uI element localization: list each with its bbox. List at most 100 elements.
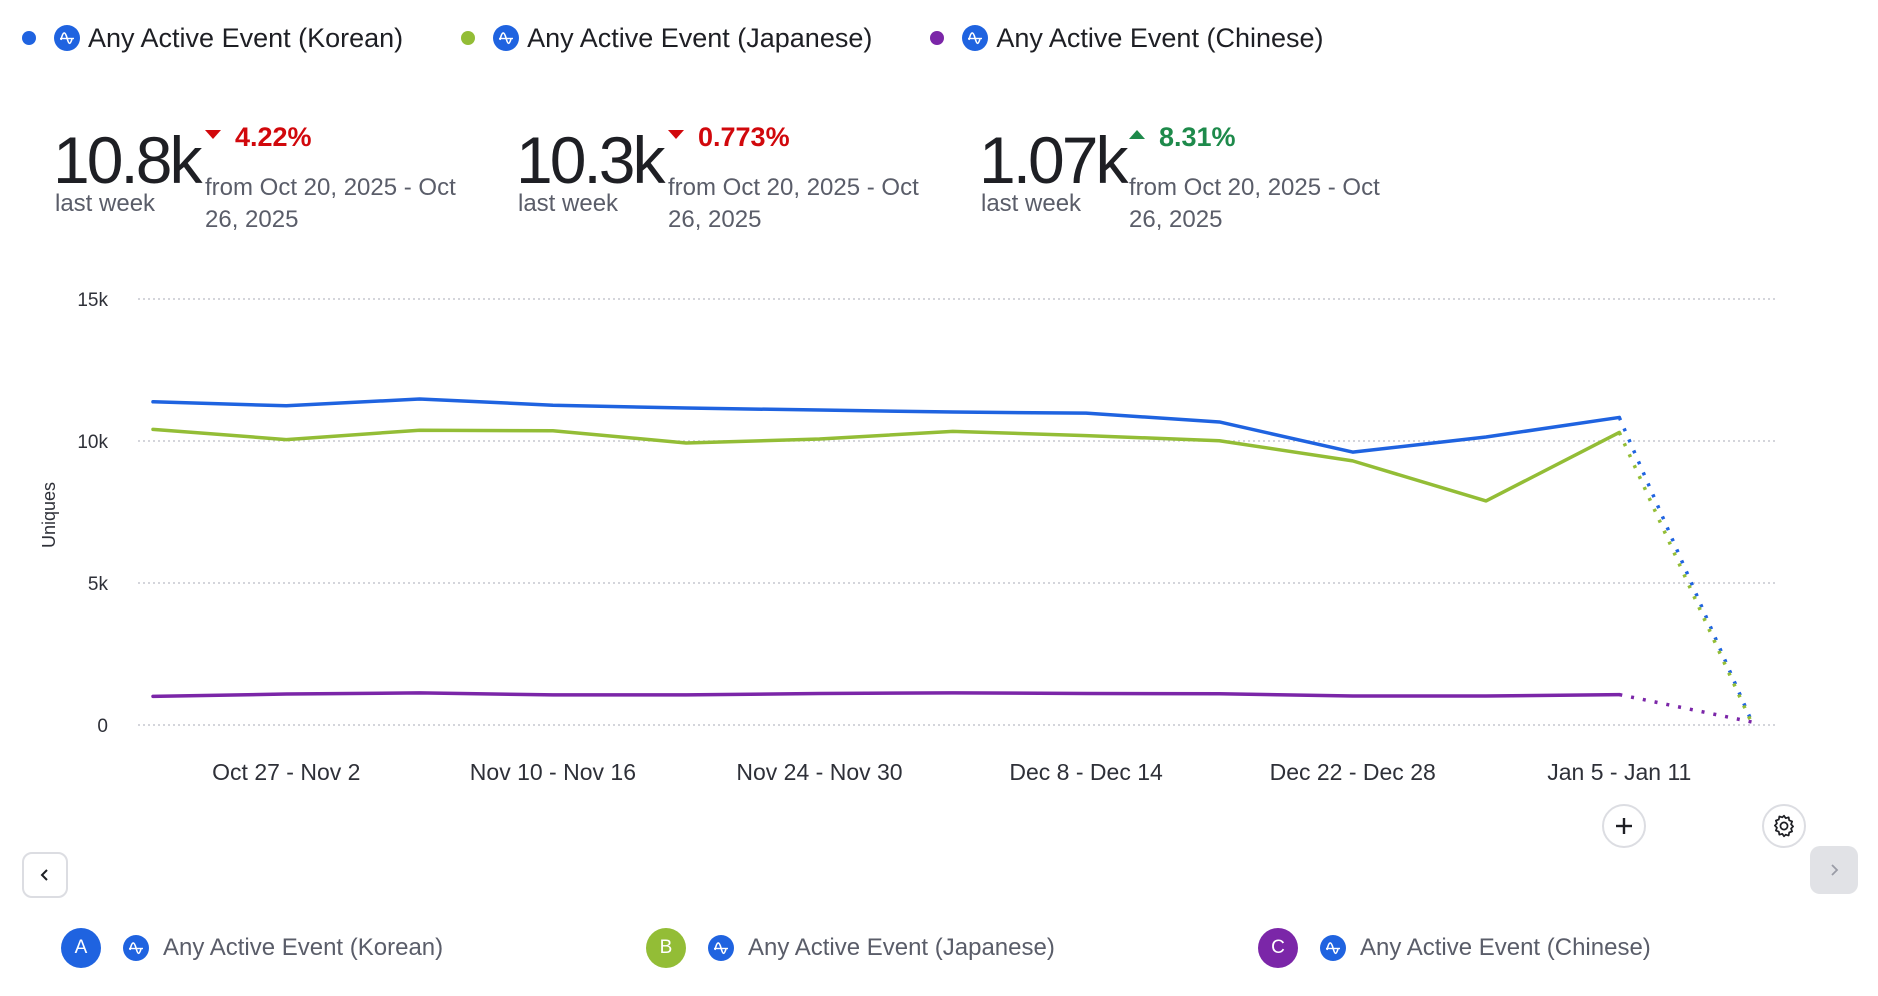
data-point[interactable] [547,689,559,701]
kpi-change: 0.773% [668,122,790,153]
amplitude-event-icon [962,25,989,51]
series-chinese [147,687,1759,728]
y-tick-label: 5k [88,574,109,595]
kpi-value: 1.07k [979,123,1128,197]
data-point[interactable] [280,434,292,446]
kpi-period: last week [55,190,156,217]
kpi-korean: 10.8k last week 4.22% from Oct 20, 2025 … [53,120,513,250]
series-item-a[interactable]: A Any Active Event (Korean) [61,928,443,968]
y-axis-label: Uniques [39,482,59,548]
kpi-change-value: 8.31% [1159,122,1236,152]
kpi-comparison-range: from Oct 20, 2025 - Oct 26, 2025 [1129,174,1380,233]
series-line-incomplete[interactable] [1617,431,1755,726]
series-japanese [147,423,1755,726]
chevron-right-icon [1831,864,1839,876]
kpi-change-value: 0.773% [698,122,790,152]
chevron-left-icon [40,869,48,881]
data-point[interactable] [147,690,159,702]
next-page-button[interactable] [1810,846,1858,894]
series-badge: A [61,928,101,968]
data-point[interactable] [147,423,159,435]
data-point[interactable] [414,424,426,436]
data-point[interactable] [814,433,826,445]
series-badge: B [646,928,686,968]
series-badge: C [1258,928,1298,968]
data-point[interactable] [1080,430,1092,442]
data-point[interactable] [947,425,959,437]
kpi-period: last week [981,190,1082,217]
series-line[interactable] [151,397,1622,454]
x-tick-label: Dec 8 - Dec 14 [1009,759,1163,785]
legend-item-korean[interactable]: Any Active Event (Korean) [22,23,403,54]
data-point[interactable] [1613,411,1625,423]
legend-item-chinese[interactable]: Any Active Event (Chinese) [930,22,1324,54]
data-point[interactable] [414,687,426,699]
previous-page-button[interactable] [22,852,68,898]
kpi-comparison-range: from Oct 20, 2025 - Oct 26, 2025 [205,174,456,233]
data-point[interactable] [680,402,692,414]
amplitude-event-icon [708,935,734,961]
data-point[interactable] [947,687,959,699]
top-legend: Any Active Event (Korean) Any Active Eve… [22,18,1382,58]
series-lines [147,393,1759,728]
data-point[interactable] [680,437,692,449]
arrow-up-icon [1129,130,1145,139]
series-label: Any Active Event (Japanese) [748,934,1055,961]
y-tick-label: 10k [77,432,108,453]
data-point[interactable] [280,688,292,700]
kpi-chinese: 1.07k last week 8.31% from Oct 20, 2025 … [979,120,1439,250]
kpi-value: 10.8k [53,123,202,197]
x-tick-label: Oct 27 - Nov 2 [212,759,360,785]
series-item-c[interactable]: C Any Active Event (Chinese) [1258,928,1651,968]
kpi-summary: 10.8k last week 4.22% from Oct 20, 2025 … [0,120,1878,250]
data-point[interactable] [947,406,959,418]
data-point[interactable] [814,404,826,416]
data-point[interactable] [414,393,426,405]
series-line-incomplete[interactable] [1618,692,1753,724]
kpi-japanese: 10.3k last week 0.773% from Oct 20, 2025… [516,120,976,250]
data-point[interactable] [1080,687,1092,699]
y-tick-label: 0 [97,716,108,737]
x-axis: Oct 27 - Nov 2 Nov 10 - Nov 16 Nov 24 - No… [212,759,1691,785]
legend-item-japanese[interactable]: Any Active Event (Japanese) [461,23,872,54]
y-tick-label: 15k [77,290,108,311]
data-point[interactable] [547,399,559,411]
data-point[interactable] [147,396,159,408]
kpi-change-value: 4.22% [235,122,312,152]
amplitude-event-icon [493,25,520,51]
data-point[interactable] [1747,716,1759,728]
amplitude-event-icon [1320,935,1346,961]
y-axis: 0 5k 10k 15k [77,290,108,737]
data-point[interactable] [1213,688,1225,700]
amplitude-event-icon [54,25,80,51]
data-point[interactable] [814,687,826,699]
grid-lines [138,298,1775,726]
amplitude-event-icon [123,935,149,961]
data-point[interactable] [1080,407,1092,419]
data-point[interactable] [1213,416,1225,428]
data-point[interactable] [280,400,292,412]
legend-label: Any Active Event (Chinese) [996,22,1324,53]
data-point[interactable] [680,689,692,701]
series-legend: A Any Active Event (Korean) B Any Active… [0,928,1878,972]
data-point[interactable] [1480,690,1492,702]
data-point[interactable] [1480,495,1492,507]
data-point[interactable] [547,425,559,437]
line-chart: 0 5k 10k 15k Uniques Oct 27 - Nov 2 Nov 10 -… [39,290,1775,785]
x-tick-label: Dec 22 - Dec 28 [1270,759,1436,785]
kpi-comparison-range: from Oct 20, 2025 - Oct 26, 2025 [668,174,919,233]
data-point[interactable] [1613,689,1625,701]
data-point[interactable] [1213,435,1225,447]
data-point[interactable] [1480,431,1492,443]
series-line-incomplete[interactable] [1617,416,1755,725]
series-color-dot [930,31,945,45]
x-tick-label: Nov 24 - Nov 30 [736,759,902,785]
data-point[interactable] [1347,455,1359,467]
data-point[interactable] [1613,426,1625,438]
series-item-b[interactable]: B Any Active Event (Japanese) [646,928,1055,968]
chart-settings-button[interactable] [1762,804,1806,848]
data-point[interactable] [1347,690,1359,702]
series-line[interactable] [151,427,1622,503]
add-annotation-button[interactable] [1602,804,1646,848]
series-line[interactable] [151,691,1622,699]
